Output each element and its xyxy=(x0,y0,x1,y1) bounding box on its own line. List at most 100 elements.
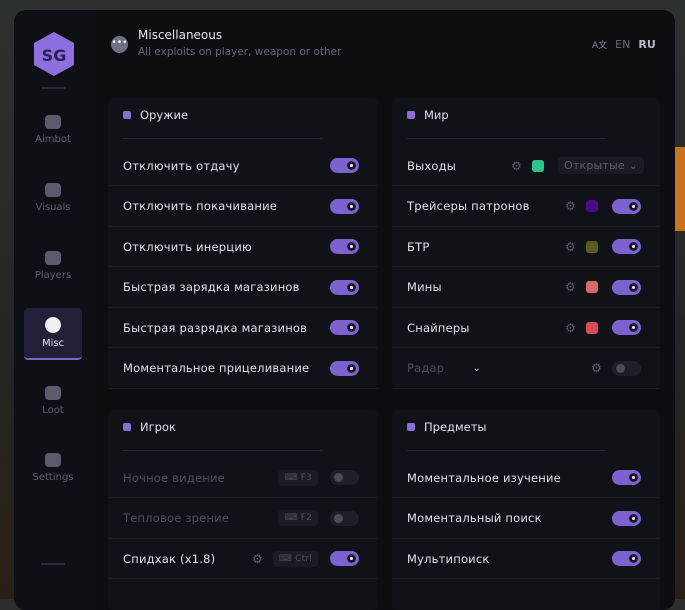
section-label: Предметы xyxy=(424,420,487,434)
gear-icon[interactable]: ⚙ xyxy=(565,199,576,213)
color-swatch[interactable] xyxy=(586,240,598,253)
translate-icon: A文 xyxy=(592,41,608,51)
list-item: Радар ⌄ ⚙ xyxy=(392,349,660,389)
section-label: Мир xyxy=(424,108,449,122)
toggle-switch[interactable] xyxy=(330,239,359,254)
gear-icon[interactable]: ⚙ xyxy=(565,239,576,254)
toggle-switch[interactable] xyxy=(612,239,641,254)
toggle-switch[interactable] xyxy=(330,551,359,566)
hotkey-badge[interactable]: ⌨ F3 xyxy=(278,469,318,486)
option-label: Быстрая зарядка магазинов xyxy=(123,280,300,294)
nav-label: Visuals xyxy=(35,202,71,213)
users-icon xyxy=(45,251,61,265)
option-label: Выходы xyxy=(407,158,457,173)
player-panel xyxy=(108,410,378,610)
option-label: Моментальное прицеливание xyxy=(123,361,310,375)
select-value: Открытые xyxy=(564,159,625,172)
items-section-title: Предметы xyxy=(407,420,487,434)
list-item: Тепловое зрение ⌨ F2 xyxy=(108,499,378,539)
sidebar-item-settings[interactable]: Settings xyxy=(24,442,82,494)
toggle-switch[interactable] xyxy=(612,360,641,376)
option-label: БТР xyxy=(407,239,430,254)
logo-icon: SG xyxy=(34,32,74,76)
option-label: Мультипоиск xyxy=(407,551,490,566)
chevron-down-icon[interactable]: ⌄ xyxy=(472,362,482,374)
toggle-switch[interactable] xyxy=(330,470,359,485)
list-item: Моментальное прицеливание xyxy=(108,349,378,389)
list-item: Отключить отдачу xyxy=(108,146,378,186)
option-label: Мины xyxy=(407,280,442,294)
option-label: Моментальное изучение xyxy=(407,470,561,485)
dots-icon xyxy=(45,317,61,333)
toggle-switch[interactable] xyxy=(612,279,641,295)
list-item: Быстрая зарядка магазинов xyxy=(108,268,378,308)
hotkey-badge[interactable]: ⌨ Ctrl xyxy=(272,550,318,567)
option-label: Отключить инерцию xyxy=(123,239,252,254)
toggle-switch[interactable] xyxy=(612,510,641,526)
background-object xyxy=(675,147,685,231)
app-window: SG Aimbot Visuals Players Misc Loot Sett… xyxy=(14,10,675,610)
color-swatch[interactable] xyxy=(586,200,598,212)
toggle-switch[interactable] xyxy=(330,510,359,526)
option-label: Моментальный поиск xyxy=(407,511,542,525)
mode-select[interactable]: Открытые ⌄ xyxy=(558,157,644,174)
player-section-title: Игрок xyxy=(123,420,176,434)
sidebar-item-visuals[interactable]: Visuals xyxy=(24,172,82,224)
language-switcher: A文 EN RU xyxy=(592,38,656,51)
color-swatch[interactable] xyxy=(586,321,598,334)
nav-label: Aimbot xyxy=(35,134,71,145)
option-label: Отключить отдачу xyxy=(123,158,240,173)
list-item: Моментальное изучение xyxy=(392,458,660,498)
toggle-switch[interactable] xyxy=(330,158,359,173)
page-title: Miscellaneous xyxy=(138,28,223,42)
list-item: Отключить покачивание xyxy=(108,187,378,227)
option-label: Ночное видение xyxy=(123,470,225,485)
items-panel xyxy=(392,410,660,610)
list-item: БТР ⚙ xyxy=(392,227,660,267)
toggle-switch[interactable] xyxy=(612,470,641,485)
list-item: Снайперы ⚙ xyxy=(392,308,660,348)
world-section-title: Мир xyxy=(407,108,449,122)
toggle-switch[interactable] xyxy=(330,198,359,214)
hotkey-label: F2 xyxy=(300,513,312,523)
sidebar-item-loot[interactable]: Loot xyxy=(24,375,82,427)
color-swatch[interactable] xyxy=(586,281,598,293)
gear-icon[interactable]: ⚙ xyxy=(565,320,576,335)
gear-icon[interactable]: ⚙ xyxy=(511,158,523,173)
gear-icon[interactable]: ⚙ xyxy=(591,361,602,375)
hotkey-label: F3 xyxy=(300,472,312,483)
option-label: Отключить покачивание xyxy=(123,199,278,213)
toggle-switch[interactable] xyxy=(612,320,641,335)
toggle-switch[interactable] xyxy=(612,198,641,214)
section-divider xyxy=(123,450,323,451)
hotkey-badge[interactable]: ⌨ F2 xyxy=(278,510,318,526)
nav-label: Players xyxy=(34,270,72,281)
sidebar-item-misc[interactable]: Misc xyxy=(24,308,82,360)
gear-icon[interactable]: ⚙ xyxy=(565,280,576,294)
sidebar-divider xyxy=(41,563,65,565)
sidebar-item-players[interactable]: Players xyxy=(24,240,82,292)
list-item: Моментальный поиск xyxy=(392,499,660,539)
section-divider xyxy=(407,138,605,139)
sidebar: SG Aimbot Visuals Players Misc Loot Sett… xyxy=(14,10,96,610)
section-icon xyxy=(123,423,131,431)
toggle-switch[interactable] xyxy=(330,320,359,335)
lang-ru[interactable]: RU xyxy=(638,38,656,51)
toggle-switch[interactable] xyxy=(612,551,641,566)
toggle-switch[interactable] xyxy=(330,360,359,376)
list-item: Быстрая разрядка магазинов xyxy=(108,308,378,348)
section-icon xyxy=(407,423,415,431)
option-label: Трейсеры патронов xyxy=(407,199,530,213)
sidebar-item-aimbot[interactable]: Aimbot xyxy=(24,104,82,156)
briefcase-icon xyxy=(45,386,61,400)
option-label: Спидхак (x1.8) xyxy=(123,551,216,566)
lang-en[interactable]: EN xyxy=(615,38,631,51)
gear-icon[interactable]: ⚙ xyxy=(251,551,263,566)
toggle-switch[interactable] xyxy=(330,279,359,295)
list-item: Ночное видение ⌨ F3 xyxy=(108,458,378,498)
list-item: Трейсеры патронов ⚙ xyxy=(392,187,660,227)
list-item: Выходы ⚙ Открытые ⌄ xyxy=(392,146,660,186)
option-label: Быстрая разрядка магазинов xyxy=(123,320,308,335)
color-swatch[interactable] xyxy=(532,159,545,172)
option-label: Радар xyxy=(407,361,445,375)
